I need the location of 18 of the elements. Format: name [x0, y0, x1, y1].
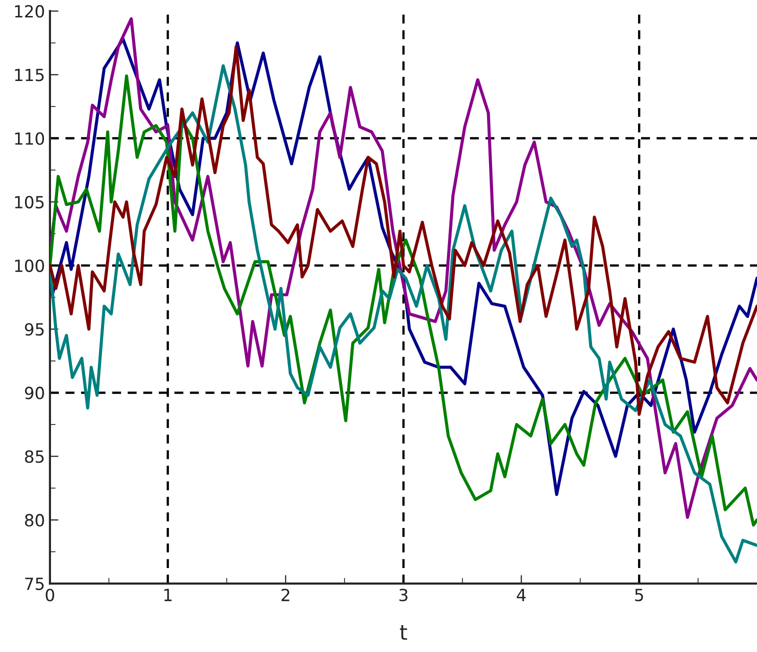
x-tick-label: 2 [282, 588, 290, 602]
y-tick-label: 115 [15, 68, 44, 82]
y-tick-label: 105 [15, 196, 44, 208]
y-tick-label: 85 [25, 450, 44, 463]
y-tick-label: 90 [24, 386, 44, 400]
y-tick-label: 95 [24, 323, 44, 336]
x-tick-label: 1 [164, 588, 172, 602]
x-tick-label: 4 [516, 588, 526, 602]
x-tick-label: 0 [46, 588, 54, 602]
y-tick-label: 110 [15, 132, 44, 145]
x-axis-title: t [400, 625, 408, 640]
y-tick-label: 100 [15, 259, 44, 272]
x-tick-label: 3 [399, 588, 408, 602]
x-tick-label: 5 [635, 588, 644, 602]
line-series [50, 45, 757, 416]
y-tick-label: 75 [25, 578, 44, 590]
y-tick-label: 80 [25, 514, 44, 527]
y-tick-label: 120 [15, 5, 44, 18]
